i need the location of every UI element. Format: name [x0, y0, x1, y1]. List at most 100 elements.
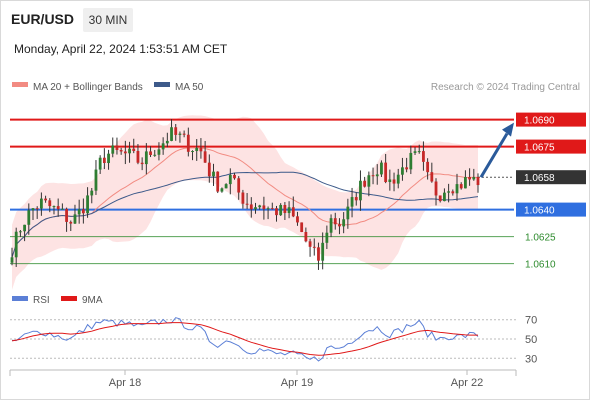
candle-body	[245, 203, 249, 205]
forecast-arrow-shaft	[479, 132, 509, 178]
rsi-tick-label-50: 50	[525, 334, 537, 346]
ma50-line	[11, 171, 479, 258]
candle-body	[220, 188, 224, 192]
ma20-legend-label: MA 20 + Bollinger Bands	[33, 82, 143, 93]
candle-body	[86, 195, 89, 214]
candle-body	[363, 180, 367, 187]
candle-body	[94, 169, 98, 191]
candle-body	[98, 157, 102, 170]
candle-body	[359, 180, 362, 201]
timeframe-badge[interactable]: 30 MIN	[83, 8, 133, 32]
candle-body	[434, 181, 438, 196]
candle-body	[140, 162, 144, 165]
candle-body	[254, 207, 257, 210]
candle-body	[296, 216, 299, 223]
rsi-legend: RSI 9MA	[12, 295, 103, 306]
rsi-tick-label-70: 70	[525, 315, 537, 327]
rsi-legend-label: RSI	[33, 295, 50, 306]
candle-body	[224, 184, 228, 189]
candle-body	[325, 232, 329, 243]
candle-body	[81, 209, 85, 214]
candle-body	[207, 162, 211, 177]
forecast-arrow	[479, 122, 514, 178]
candle-body	[401, 167, 404, 175]
candle-body	[438, 195, 442, 202]
x-tick-label-2: Apr 22	[451, 377, 483, 389]
candle-body	[384, 162, 388, 183]
candle-body	[422, 151, 425, 162]
candle-body	[346, 206, 350, 220]
candle-body	[60, 208, 64, 210]
candle-body	[241, 192, 245, 204]
candle-body	[31, 208, 35, 211]
candle-body	[317, 247, 320, 261]
candle-body	[149, 151, 152, 156]
candle-body	[102, 157, 106, 164]
candle-body	[128, 148, 131, 154]
source-credit: Research © 2024 Trading Central	[431, 82, 580, 93]
candle-body	[413, 151, 417, 153]
candle-body	[396, 174, 400, 184]
candle-body	[178, 133, 182, 135]
candle-body	[165, 140, 169, 144]
current-label-2: 1.0658	[524, 173, 555, 184]
candle-body	[69, 221, 73, 224]
candle-body	[354, 197, 358, 201]
candle-body	[182, 133, 186, 135]
candle-body	[27, 210, 31, 225]
candle-body	[73, 214, 77, 224]
candle-body	[308, 241, 312, 247]
resistance-label-box-0	[516, 112, 586, 127]
candle-body	[279, 204, 283, 216]
candle-body	[409, 152, 413, 170]
candle-body	[153, 154, 157, 156]
candle-body	[262, 205, 266, 210]
candle-body	[338, 224, 341, 227]
support-label-4: 1.0625	[525, 233, 556, 244]
candle-body	[123, 151, 127, 154]
candle-body	[132, 148, 136, 151]
candle-body	[56, 206, 60, 210]
candle-body	[350, 197, 354, 207]
candlesticks	[10, 119, 480, 270]
candle-body	[304, 232, 308, 242]
price-level-labels: 1.0690 1.0675 1.0658 1.0640 1.0625 1.0610	[516, 112, 586, 271]
candle-body	[417, 151, 421, 153]
candle-body	[367, 175, 371, 187]
candle-body	[10, 257, 14, 263]
candle-body	[464, 177, 467, 189]
candle-body	[174, 127, 178, 135]
candle-body	[195, 147, 199, 152]
candle-body	[170, 127, 173, 141]
candle-body	[258, 205, 262, 208]
rsi-line	[11, 317, 479, 362]
candle-body	[476, 176, 480, 186]
candle-body	[333, 218, 337, 225]
resistance-label-1: 1.0675	[524, 143, 555, 154]
candle-body	[451, 191, 455, 194]
candle-body	[65, 208, 68, 222]
x-axis-ticks: Apr 18 Apr 19 Apr 22	[109, 370, 483, 389]
ma50-legend-label: MA 50	[175, 82, 204, 93]
candle-body	[270, 208, 274, 210]
candle-body	[161, 143, 165, 150]
candle-body	[388, 179, 392, 183]
rsi-ma9-line	[11, 322, 478, 356]
candle-body	[191, 151, 194, 153]
price-levels	[10, 118, 514, 265]
candle-body	[212, 171, 215, 177]
candle-body	[111, 145, 115, 154]
candle-body	[405, 167, 409, 170]
candle-body	[455, 184, 459, 194]
candle-body	[291, 207, 295, 217]
ma20-legend-swatch	[12, 82, 28, 87]
candle-body	[157, 149, 161, 155]
candle-body	[342, 219, 346, 227]
candle-body	[380, 162, 383, 175]
candle-body	[300, 222, 304, 233]
rsi-legend-swatch	[12, 296, 28, 301]
candle-body	[52, 206, 56, 208]
bollinger-bands	[12, 115, 478, 290]
candle-body	[237, 178, 241, 193]
price-legend: MA 20 + Bollinger Bands MA 50	[12, 82, 204, 93]
